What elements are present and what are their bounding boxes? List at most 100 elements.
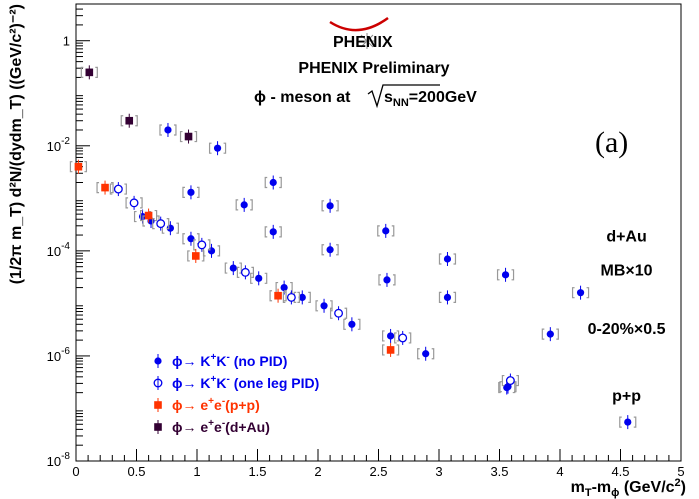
sys-error-bracket <box>236 266 254 278</box>
data-point <box>269 178 277 187</box>
data-point <box>576 289 585 297</box>
data-point <box>213 144 222 152</box>
sys-error-bracket <box>159 124 177 136</box>
x-tick-label: 0.5 <box>127 464 145 479</box>
data-point <box>191 252 200 260</box>
sys-error-bracket <box>496 269 515 281</box>
data-point <box>501 271 510 279</box>
data-point <box>503 383 511 392</box>
annotation: p+p <box>612 388 641 405</box>
panel-label: (a) <box>595 126 628 159</box>
series-3 <box>109 182 519 388</box>
legend-entry-0: ϕ→ K+K- (no PID) <box>154 352 287 369</box>
subtitle-nn: NN <box>393 97 409 109</box>
x-tick-label: 2 <box>314 464 321 479</box>
sys-error-bracket <box>250 272 268 284</box>
legend-label: ϕ→ e+e-(d+Au) <box>172 418 270 435</box>
annotation: d+Au <box>606 229 646 246</box>
logo-text: PHENIX <box>333 34 393 51</box>
data-point <box>187 188 195 196</box>
x-tick-label: 4.5 <box>611 464 629 479</box>
x-tick-label: 3 <box>435 464 442 479</box>
data-point <box>101 183 109 192</box>
annotation: 0-20%×0.5 <box>588 321 666 338</box>
data-point <box>348 320 356 328</box>
sys-error-bracket <box>382 344 400 356</box>
data-point <box>298 293 306 302</box>
y-tick-label: 10-4 <box>47 241 71 259</box>
data-point <box>443 255 452 263</box>
data-point <box>326 202 334 210</box>
legend: ϕ→ K+K- (no PID) ϕ→ K+K- (one leg PID) ϕ→ … <box>153 352 319 435</box>
annotation: MB×10 <box>601 262 653 279</box>
sys-error-bracket <box>264 226 282 238</box>
series-1 <box>182 185 637 430</box>
sys-error-bracket <box>235 199 253 211</box>
legend-entry-2: ϕ→ e+e-(p+p) <box>154 396 260 413</box>
data-point <box>386 346 395 354</box>
series-4 <box>69 159 400 357</box>
sys-error-bracket <box>501 374 519 387</box>
sys-error-bracket <box>179 130 198 143</box>
sys-error-bracket <box>377 225 395 237</box>
data-point <box>144 211 153 220</box>
sys-error-bracket <box>193 239 211 251</box>
data-point <box>383 276 391 284</box>
data-point <box>240 267 250 277</box>
data-point <box>280 283 288 292</box>
sqrt-sign-icon <box>367 84 440 109</box>
data-point <box>240 201 248 209</box>
y-tick-label: 10-8 <box>47 451 71 469</box>
x-axis-title: mT-mϕ (GeV/c2) <box>571 477 686 499</box>
y-axis-title: (1/2π m_T) d²N/(dydm_T) ((GeV/c²)⁻²) <box>8 4 25 284</box>
data-point <box>398 333 408 343</box>
series-2 <box>133 209 516 395</box>
legend-entry-1: ϕ→ K+K- (one leg PID) <box>153 374 319 391</box>
data-point <box>546 330 554 338</box>
sys-error-bracket <box>378 274 396 286</box>
logo-starburst-icon <box>359 33 375 49</box>
data-point <box>184 132 193 141</box>
data-point <box>187 235 195 243</box>
x-tick-label: 0 <box>72 464 79 479</box>
y-tick-label: 10-6 <box>47 346 71 364</box>
subtitle-prefix: ϕ - meson at <box>254 89 351 106</box>
axes: 0 0.5 1 1.5 2 2.5 3 3.5 4 4.5 5 10-8 10-6 10-4 10-2 1 <box>47 3 685 479</box>
legend-entry-3: ϕ→ e+e-(d+Au) <box>154 418 270 435</box>
series-5 <box>80 65 198 144</box>
x-tick-label: 1 <box>193 464 200 479</box>
subtitle-suffix: =200GeV <box>409 89 477 106</box>
series-0 <box>159 122 590 300</box>
sys-error-bracket <box>282 291 300 304</box>
data-point <box>387 332 395 340</box>
sys-error-bracket <box>541 328 559 340</box>
data-point <box>156 219 166 229</box>
legend-label: ϕ→ e+e-(p+p) <box>172 396 260 413</box>
sys-error-bracket <box>182 186 200 198</box>
data-point <box>443 293 452 302</box>
data-point <box>320 302 328 310</box>
data-point <box>113 184 123 194</box>
data-point <box>422 350 430 358</box>
data-point <box>274 291 282 300</box>
subtitle-s: s <box>384 89 393 106</box>
data-point <box>382 227 390 235</box>
data-point <box>207 247 216 255</box>
sys-error-bracket <box>438 291 457 304</box>
data-point <box>85 68 94 77</box>
sys-error-bracket <box>438 253 457 265</box>
sys-error-bracket <box>394 332 412 344</box>
data-point <box>334 308 344 318</box>
chart-subtitle: ϕ - meson at sNN=200GeV <box>254 84 477 109</box>
x-tick-label: 3.5 <box>490 464 508 479</box>
sys-error-bracket <box>125 197 143 209</box>
data-point <box>269 228 277 236</box>
data-point <box>197 240 207 250</box>
sys-error-bracket <box>269 290 287 302</box>
x-tick-label: 5 <box>677 464 684 479</box>
sys-error-bracket <box>208 142 227 154</box>
sys-error-bracket <box>120 115 138 127</box>
sys-error-bracket <box>109 183 127 195</box>
chart-title: PHENIX Preliminary <box>298 60 449 77</box>
